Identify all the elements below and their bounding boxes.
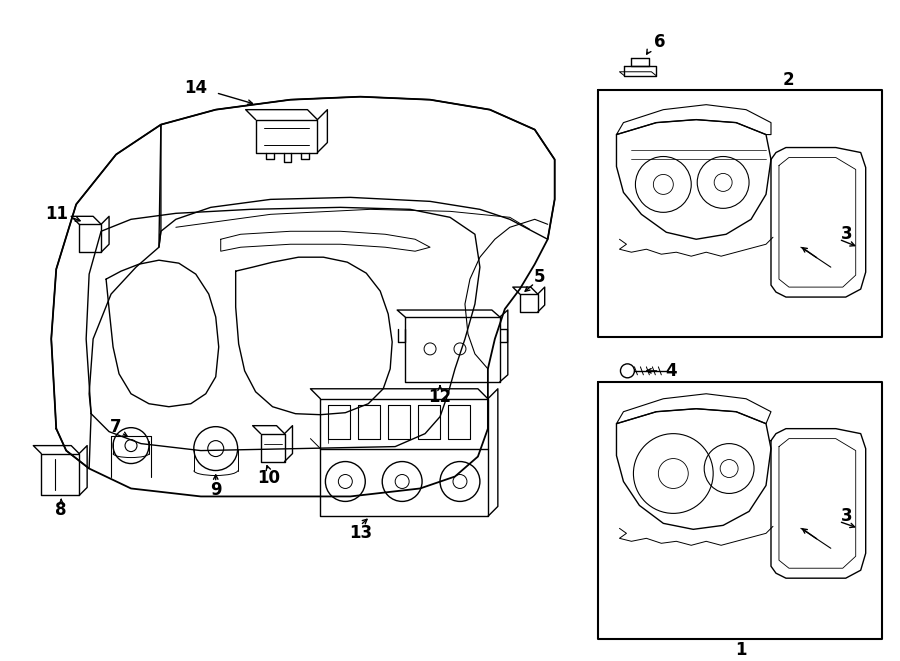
Text: 5: 5 bbox=[534, 268, 545, 286]
Text: 14: 14 bbox=[184, 79, 207, 97]
Text: 8: 8 bbox=[56, 502, 67, 520]
Text: 2: 2 bbox=[783, 71, 795, 89]
Text: 3: 3 bbox=[841, 508, 852, 525]
Text: 4: 4 bbox=[665, 362, 677, 380]
Text: 7: 7 bbox=[110, 418, 122, 436]
Text: 10: 10 bbox=[257, 469, 280, 488]
Text: 6: 6 bbox=[653, 33, 665, 51]
Text: 11: 11 bbox=[45, 206, 68, 223]
Text: 12: 12 bbox=[428, 388, 452, 406]
Text: 1: 1 bbox=[735, 641, 747, 659]
Text: 3: 3 bbox=[841, 225, 852, 243]
Text: 9: 9 bbox=[210, 481, 221, 500]
Text: 13: 13 bbox=[348, 524, 372, 542]
